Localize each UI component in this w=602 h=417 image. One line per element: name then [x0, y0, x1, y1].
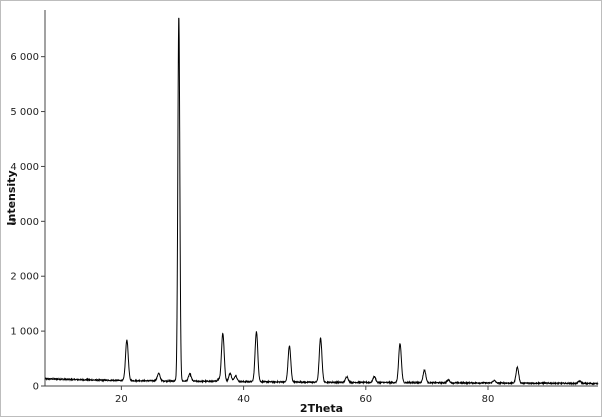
y-tick-label: 2 000 [10, 272, 39, 283]
y-tick-label: 4 000 [10, 162, 39, 173]
y-ticks: 0 1 000 2 000 3 000 4 000 5 000 6 000 [10, 52, 45, 393]
x-tick-label: 20 [115, 394, 128, 405]
y-tick-label: 1 000 [10, 327, 39, 338]
y-tick-label: 0 [33, 382, 39, 393]
x-tick-label: 80 [482, 394, 495, 405]
diffraction-trace [44, 17, 599, 386]
axes [44, 10, 598, 387]
x-ticks: 20 40 60 80 [115, 386, 494, 405]
y-tick-label: 3 000 [10, 217, 39, 228]
x-axis-title: 2Theta [300, 402, 343, 415]
x-tick-label: 40 [237, 394, 250, 405]
y-tick-label: 5 000 [10, 107, 39, 118]
y-axis-title: Intensity [5, 170, 18, 225]
y-tick-label: 6 000 [10, 52, 39, 63]
x-tick-label: 60 [359, 394, 372, 405]
